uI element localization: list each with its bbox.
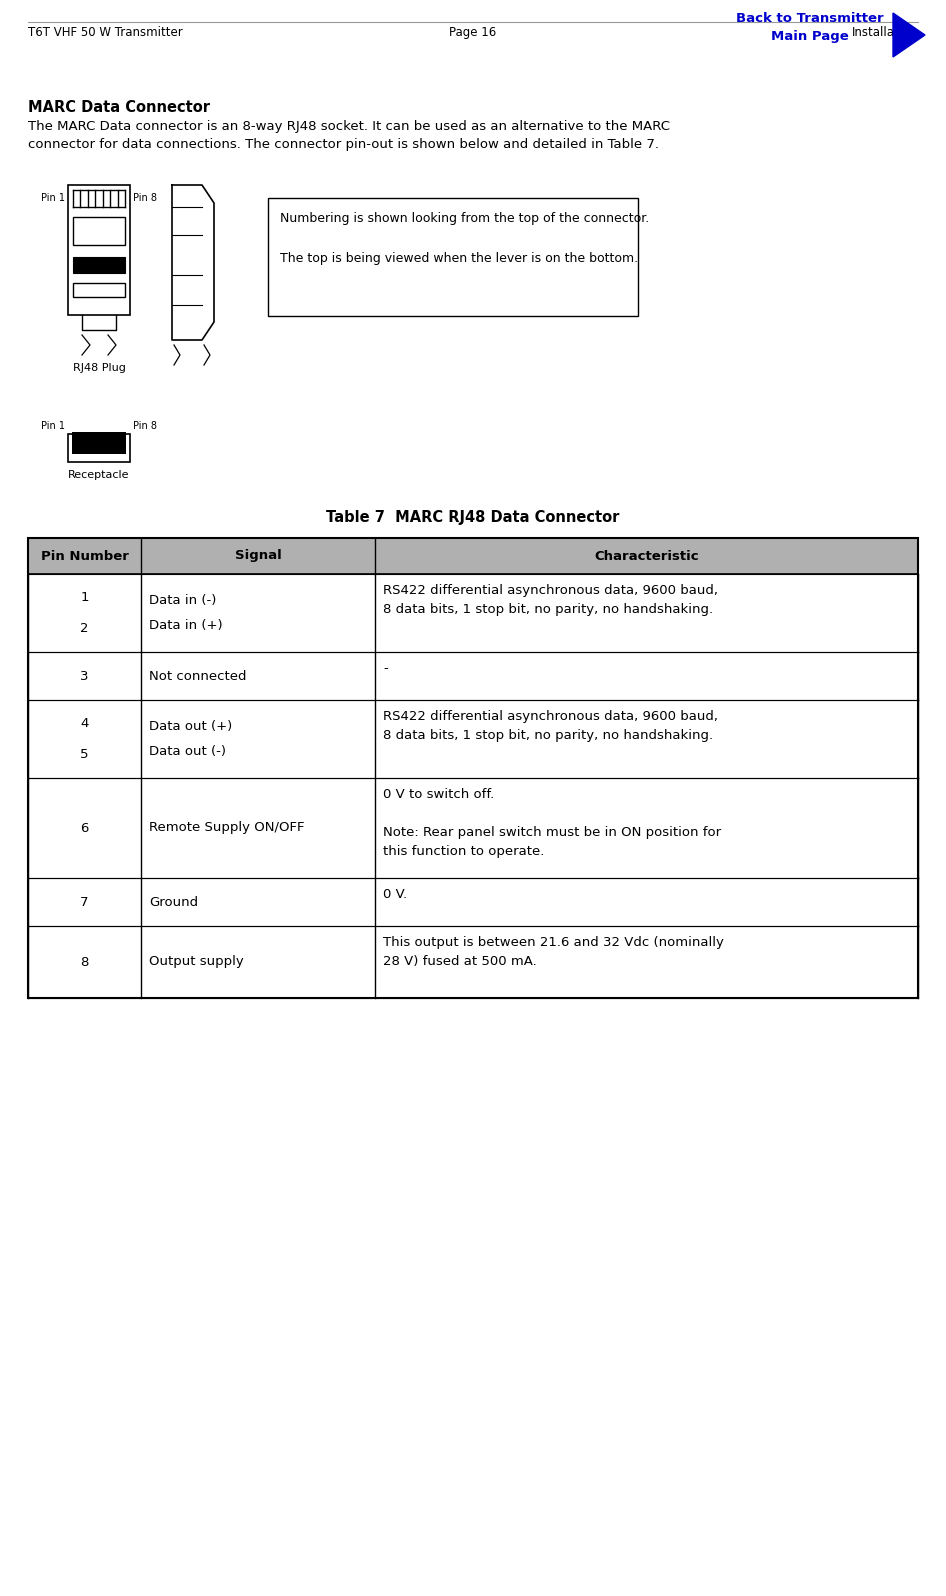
Text: 1
2: 1 2 (80, 591, 89, 635)
Text: Pin 8: Pin 8 (133, 421, 157, 431)
Bar (73, 257, 125, 273)
Text: Installation: Installation (852, 26, 918, 38)
Text: Signal: Signal (235, 549, 282, 562)
Text: Remote Supply ON/OFF: Remote Supply ON/OFF (149, 822, 305, 835)
Bar (28, 538, 918, 998)
Bar (72, 433, 126, 453)
Text: 4
5: 4 5 (80, 717, 89, 761)
Text: Receptacle: Receptacle (68, 469, 130, 480)
Text: T6T VHF 50 W Transmitter: T6T VHF 50 W Transmitter (28, 26, 183, 38)
Text: RS422 differential asynchronous data, 9600 baud,
8 data bits, 1 stop bit, no par: RS422 differential asynchronous data, 96… (383, 710, 718, 742)
Text: 6: 6 (80, 822, 89, 835)
Text: 7: 7 (80, 895, 89, 908)
Text: 0 V to switch off.

Note: Rear panel switch must be in ON position for
this func: 0 V to switch off. Note: Rear panel swit… (383, 788, 721, 859)
Text: Not connected: Not connected (149, 669, 247, 683)
Polygon shape (893, 13, 925, 57)
Text: Page 16: Page 16 (449, 26, 497, 38)
Text: Pin 1: Pin 1 (41, 421, 65, 431)
Text: connector for data connections. The connector pin-out is shown below and detaile: connector for data connections. The conn… (28, 137, 659, 152)
Text: RS422 differential asynchronous data, 9600 baud,
8 data bits, 1 stop bit, no par: RS422 differential asynchronous data, 96… (383, 584, 718, 616)
Text: This output is between 21.6 and 32 Vdc (nominally
28 V) fused at 500 mA.: This output is between 21.6 and 32 Vdc (… (383, 935, 724, 969)
Text: Main Page: Main Page (771, 30, 849, 43)
Bar (28, 538, 918, 575)
Bar (73, 282, 125, 297)
Text: Data out (+)
Data out (-): Data out (+) Data out (-) (149, 720, 233, 758)
Text: Characteristic: Characteristic (594, 549, 699, 562)
Bar (73, 217, 125, 246)
Text: Data in (-)
Data in (+): Data in (-) Data in (+) (149, 594, 222, 632)
Text: Pin 1: Pin 1 (41, 193, 65, 203)
Text: -: - (383, 662, 388, 675)
Text: Ground: Ground (149, 895, 198, 908)
Text: RJ48 Plug: RJ48 Plug (73, 362, 126, 373)
Bar (68, 185, 130, 314)
Bar (28, 538, 918, 575)
Text: Pin 8: Pin 8 (133, 193, 157, 203)
Bar (28, 575, 918, 653)
Bar (28, 926, 918, 998)
Bar (28, 878, 918, 926)
Text: MARC Data Connector: MARC Data Connector (28, 101, 210, 115)
Text: Numbering is shown looking from the top of the connector.: Numbering is shown looking from the top … (280, 212, 649, 225)
Text: Output supply: Output supply (149, 956, 244, 969)
Text: Back to Transmitter: Back to Transmitter (736, 13, 884, 26)
Bar (28, 701, 918, 777)
Text: 8: 8 (80, 956, 89, 969)
Text: Table 7  MARC RJ48 Data Connector: Table 7 MARC RJ48 Data Connector (326, 511, 620, 525)
Text: The MARC Data connector is an 8-way RJ48 socket. It can be used as an alternativ: The MARC Data connector is an 8-way RJ48… (28, 120, 670, 132)
Bar (28, 777, 918, 878)
Bar (28, 653, 918, 701)
Bar (268, 198, 638, 316)
Text: 3: 3 (80, 669, 89, 683)
Text: Pin Number: Pin Number (41, 549, 129, 562)
Text: The top is being viewed when the lever is on the bottom.: The top is being viewed when the lever i… (280, 252, 639, 265)
Bar (68, 434, 130, 461)
Text: 0 V.: 0 V. (383, 887, 407, 902)
